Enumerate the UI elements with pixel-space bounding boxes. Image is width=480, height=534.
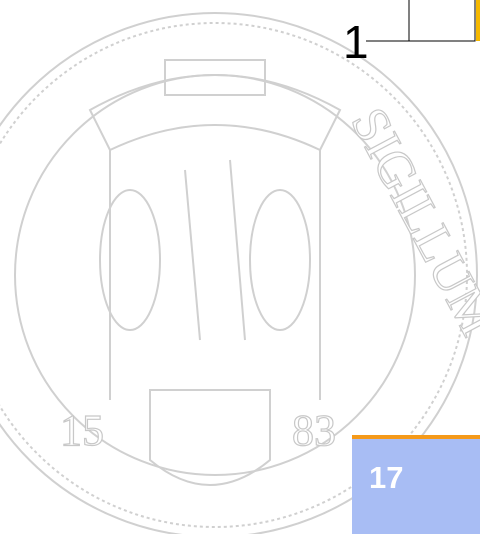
header-number: 1 xyxy=(343,16,369,68)
seal-figure-right xyxy=(250,190,310,330)
slide: 15 83 SIGILLUM 1 17 (() => { const data … xyxy=(0,0,480,534)
seal-canopy xyxy=(90,75,340,150)
seal-legend: SIGILLUM xyxy=(339,99,480,345)
seal-center xyxy=(185,160,245,340)
page-number: 17 xyxy=(369,460,403,495)
slide-canvas: 15 83 SIGILLUM 1 17 xyxy=(0,0,480,534)
header-accent xyxy=(476,0,480,41)
header-box xyxy=(409,0,475,41)
seal-pillars xyxy=(110,150,320,400)
seal-year-right: 83 xyxy=(292,406,336,455)
seal-year-left: 15 xyxy=(60,406,104,455)
footer-accent xyxy=(352,435,480,439)
